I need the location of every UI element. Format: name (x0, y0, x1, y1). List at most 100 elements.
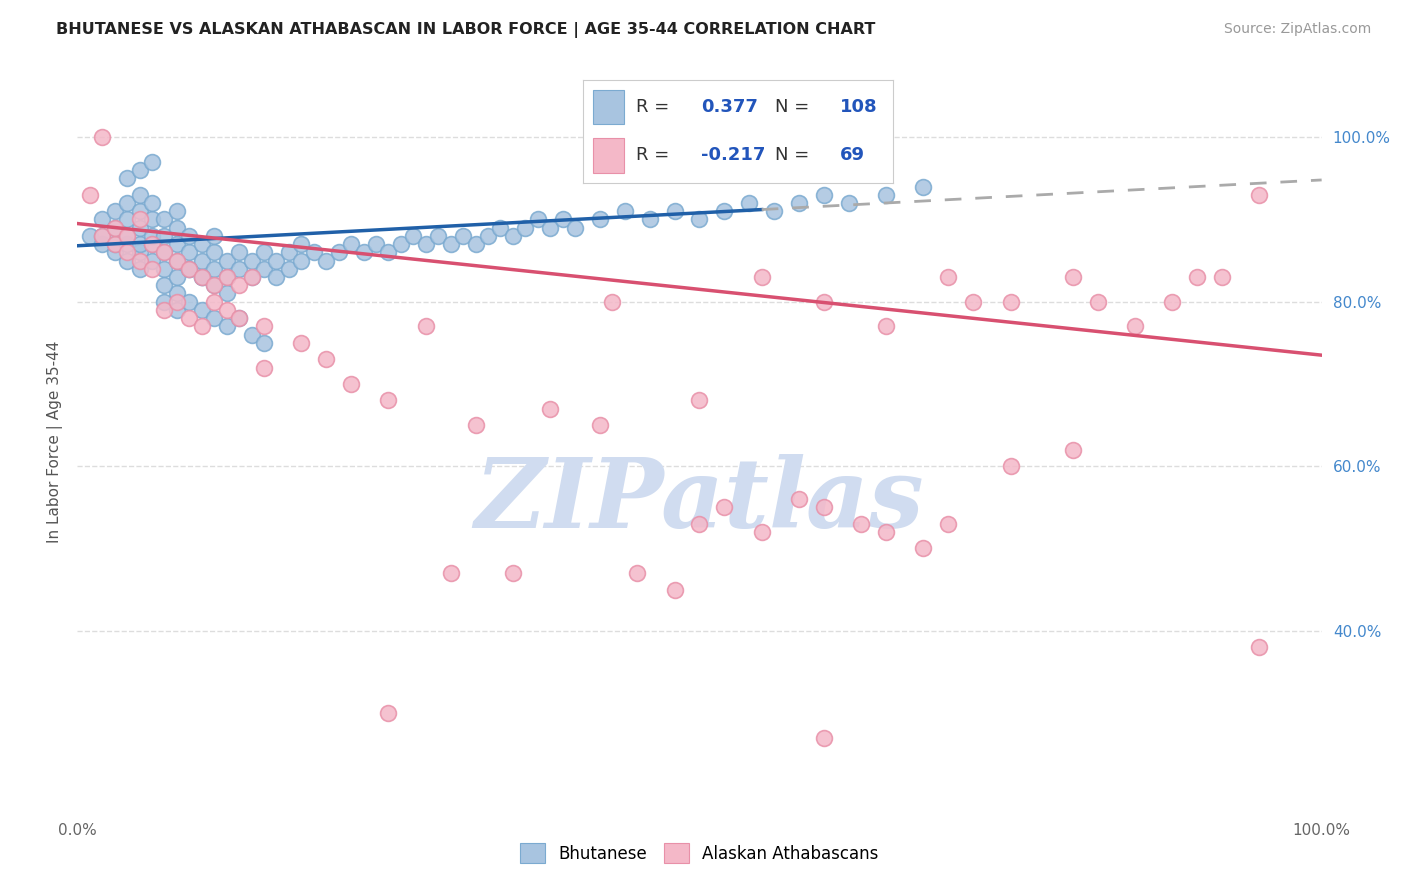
Point (128, 163, 150, 178)
Point (128, 204, 150, 219)
Text: -0.217: -0.217 (702, 146, 765, 164)
Point (166, 253, 188, 268)
Point (191, 319, 214, 334)
Point (115, 171, 138, 186)
Point (402, 228, 425, 243)
Point (202, 311, 225, 326)
Point (377, 393, 399, 408)
Bar (593, 137, 624, 173)
Point (1123, 319, 1146, 334)
Point (290, 253, 312, 268)
Point (153, 212, 176, 227)
Point (340, 237, 363, 252)
Point (936, 516, 959, 531)
Point (253, 360, 276, 375)
Point (179, 261, 201, 276)
Point (477, 228, 499, 243)
Point (228, 261, 250, 276)
Point (91, 212, 114, 227)
Point (166, 294, 188, 309)
Point (515, 220, 537, 235)
Point (179, 261, 201, 276)
Point (202, 245, 225, 260)
Point (215, 319, 238, 334)
Point (128, 245, 150, 260)
Point (751, 524, 773, 539)
Point (128, 220, 150, 235)
Point (464, 418, 486, 433)
Point (191, 270, 214, 285)
Point (153, 228, 176, 243)
Text: R =: R = (636, 98, 669, 116)
Point (228, 311, 250, 326)
Point (589, 212, 612, 227)
Point (166, 302, 188, 317)
Point (364, 237, 387, 252)
Point (240, 270, 263, 285)
Point (526, 212, 548, 227)
Text: BHUTANESE VS ALASKAN ATHABASCAN IN LABOR FORCE | AGE 35-44 CORRELATION CHART: BHUTANESE VS ALASKAN ATHABASCAN IN LABOR… (56, 22, 876, 38)
Point (875, 187, 897, 202)
Point (153, 245, 176, 260)
Point (851, 516, 873, 531)
Point (315, 253, 337, 268)
Point (439, 566, 461, 581)
Point (253, 335, 276, 350)
Point (738, 196, 761, 211)
Point (1249, 187, 1271, 202)
Point (202, 228, 225, 243)
Point (1249, 640, 1271, 655)
Point (141, 253, 163, 268)
Point (664, 204, 686, 219)
Point (564, 220, 586, 235)
Point (253, 261, 276, 276)
Point (813, 500, 835, 515)
Point (166, 270, 188, 285)
Point (626, 566, 648, 581)
Point (115, 196, 138, 211)
Point (602, 294, 624, 309)
Point (638, 212, 661, 227)
Point (228, 311, 250, 326)
Point (166, 253, 188, 268)
Point (179, 311, 201, 326)
Point (689, 212, 711, 227)
Y-axis label: In Labor Force | Age 35-44: In Labor Force | Age 35-44 (48, 341, 63, 542)
Point (215, 270, 238, 285)
Point (128, 237, 150, 252)
Point (763, 204, 786, 219)
Point (912, 179, 935, 194)
Point (664, 582, 686, 597)
Point (277, 245, 299, 260)
Point (128, 212, 150, 227)
Point (104, 220, 127, 235)
Point (689, 516, 711, 531)
Point (79, 187, 101, 202)
Point (166, 204, 188, 219)
Point (191, 237, 214, 252)
Point (179, 245, 201, 260)
Legend: Bhutanese, Alaskan Athabascans: Bhutanese, Alaskan Athabascans (513, 837, 886, 870)
Point (302, 245, 325, 260)
Point (153, 278, 176, 293)
Point (104, 245, 127, 260)
Point (377, 706, 399, 720)
Point (215, 302, 238, 317)
Point (215, 286, 238, 301)
Point (377, 245, 399, 260)
Point (353, 245, 375, 260)
Point (253, 245, 276, 260)
Point (439, 237, 461, 252)
Point (115, 245, 138, 260)
Point (1000, 294, 1022, 309)
Point (166, 286, 188, 301)
Point (91, 228, 114, 243)
Point (202, 278, 225, 293)
Point (912, 541, 935, 556)
Point (179, 261, 201, 276)
Point (153, 261, 176, 276)
Point (191, 270, 214, 285)
Point (104, 204, 127, 219)
Point (240, 253, 263, 268)
Bar (593, 89, 624, 124)
